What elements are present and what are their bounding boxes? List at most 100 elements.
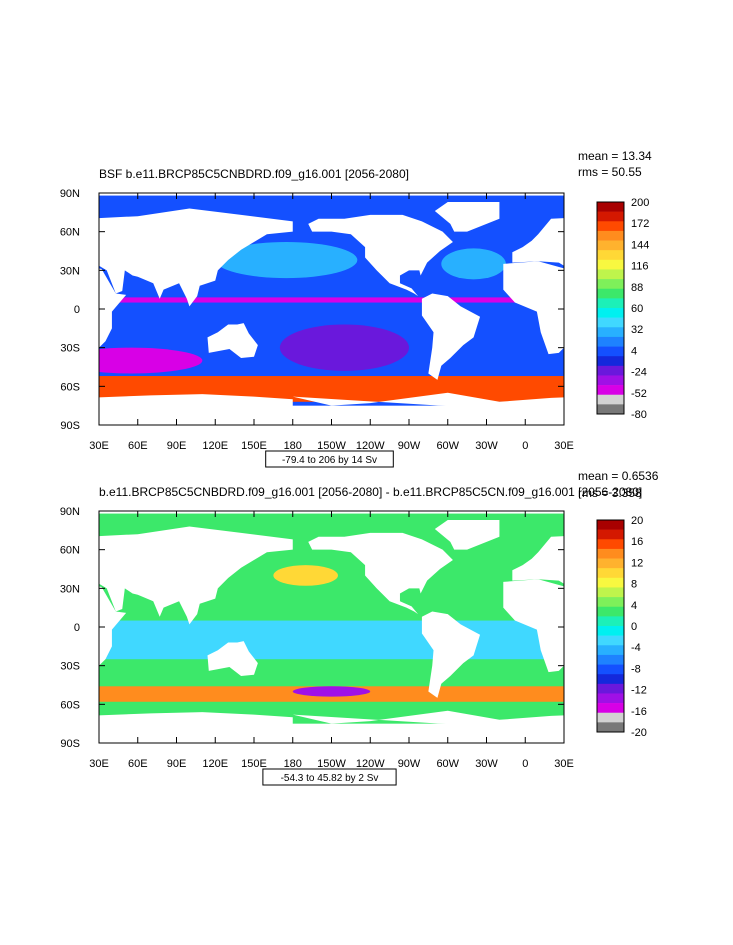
y-tick-label: 90S [60,420,80,432]
chart-title: b.e11.BRCP85C5CNBDRD.f09_g16.001 [2056-2… [99,485,642,499]
colorbar-swatch [597,548,624,559]
colorbar-frame [596,201,625,415]
x-tick-label: 60W [436,758,459,770]
colorbar-swatch [597,202,624,212]
colorbar-label: -52 [631,388,647,400]
land-mask [503,579,564,673]
colorbar-swatch [597,645,624,656]
land-mask [673,641,723,676]
colorbar-swatch [597,327,624,338]
stat-mean: mean = 0.6536 [578,469,659,483]
y-tick-label: 0 [74,622,80,634]
ocean-region [292,686,371,697]
y-tick-label: 90N [60,188,80,200]
x-tick-label: 120W [356,440,385,452]
colorbar-swatch [597,626,624,636]
stat-rms: rms = 3.358 [578,486,642,500]
colorbar-swatch [597,346,624,357]
land-mask [421,293,481,380]
x-tick-label: 120E [202,440,228,452]
colorbar-swatch [597,558,624,569]
ocean-region [279,324,409,371]
land-mask [673,323,723,358]
colorbar-label: 16 [631,536,643,548]
colorbar-swatch [597,394,624,405]
colorbar-swatch [597,404,624,415]
contour-info-box [265,450,394,468]
ocean-region [273,565,338,586]
colorbar-swatch [597,606,624,617]
colorbar-label: 116 [631,261,649,273]
land-mask [292,710,564,732]
x-tick-label: 180 [284,758,302,770]
colorbar-label: 12 [631,557,643,569]
stat-mean: mean = 13.34 [578,149,652,163]
x-tick-label: 180 [284,440,302,452]
colorbar-swatch [597,240,624,251]
x-tick-label: 90W [398,758,421,770]
colorbar-label: -80 [631,409,647,421]
colorbar-swatch [597,693,624,704]
colorbar-swatch [597,269,624,280]
colorbar-label: -4 [631,642,641,654]
ocean-region [215,241,358,279]
colorbar-swatch [597,375,624,386]
colorbar-label: 200 [631,197,649,209]
y-tick-label: 90S [60,738,80,750]
colorbar-swatch [597,674,624,685]
y-tick-label: 30S [60,343,80,355]
ocean-field [0,513,723,743]
y-tick-label: 30N [60,265,80,277]
colorbar-label: 88 [631,282,643,294]
colorbar-label: -8 [631,663,641,675]
colorbar-swatch [597,336,624,347]
colorbar-swatch [597,317,624,328]
x-tick-label: 30E [554,440,574,452]
panel-bsf: 30E 60E 90E 120E 150E 180 150W 120W 90W 60W 30W 0 30… [0,149,723,468]
colorbar-swatch [597,577,624,588]
colorbar-swatch [597,520,624,530]
colorbar-label: 0 [631,621,637,633]
colorbar-swatch [597,308,624,318]
contour-info: -54.3 to 45.82 by 2 Sv [281,773,379,784]
land-mask [512,218,564,266]
colorbar-swatch [597,703,624,714]
colorbar-label: 20 [631,515,643,527]
colorbar-swatch [597,664,624,675]
y-tick-label: 60S [60,381,80,393]
colorbar-label: 60 [631,303,643,315]
x-tick-label: 90E [167,758,187,770]
colorbar-label: -16 [631,706,647,718]
colorbar-label: 172 [631,218,649,230]
x-tick-label: 120W [356,758,385,770]
x-tick-label: 0 [522,440,528,452]
colorbar-swatch [597,712,624,723]
colorbar-label: 32 [631,324,643,336]
x-tick-label: 30W [475,440,498,452]
land-mask [207,323,258,358]
x-tick-label: 150W [317,758,346,770]
colorbar-swatch [597,385,624,396]
colorbar-swatch [597,250,624,261]
contour-info: -79.4 to 206 by 14 Sv [282,455,377,466]
x-tick-label: 90W [398,440,421,452]
x-tick-label: 30E [89,758,109,770]
land-mask [503,261,564,355]
land-mask [308,214,453,299]
colorbar-swatch [597,539,624,550]
land-mask [0,202,34,232]
land-mask [99,208,293,307]
x-tick-label: 30E [89,440,109,452]
stat-rms: rms = 50.55 [578,165,642,179]
x-tick-label: 30W [475,758,498,770]
colorbar-swatch [597,587,624,598]
land-mask [0,294,15,380]
colorbar-swatch [597,221,624,232]
land-mask [0,612,15,698]
land-mask [99,394,293,425]
land-mask [308,532,453,617]
colorbar-swatch [597,356,624,367]
colorbar-swatch [597,635,624,646]
land-mask [0,520,34,550]
